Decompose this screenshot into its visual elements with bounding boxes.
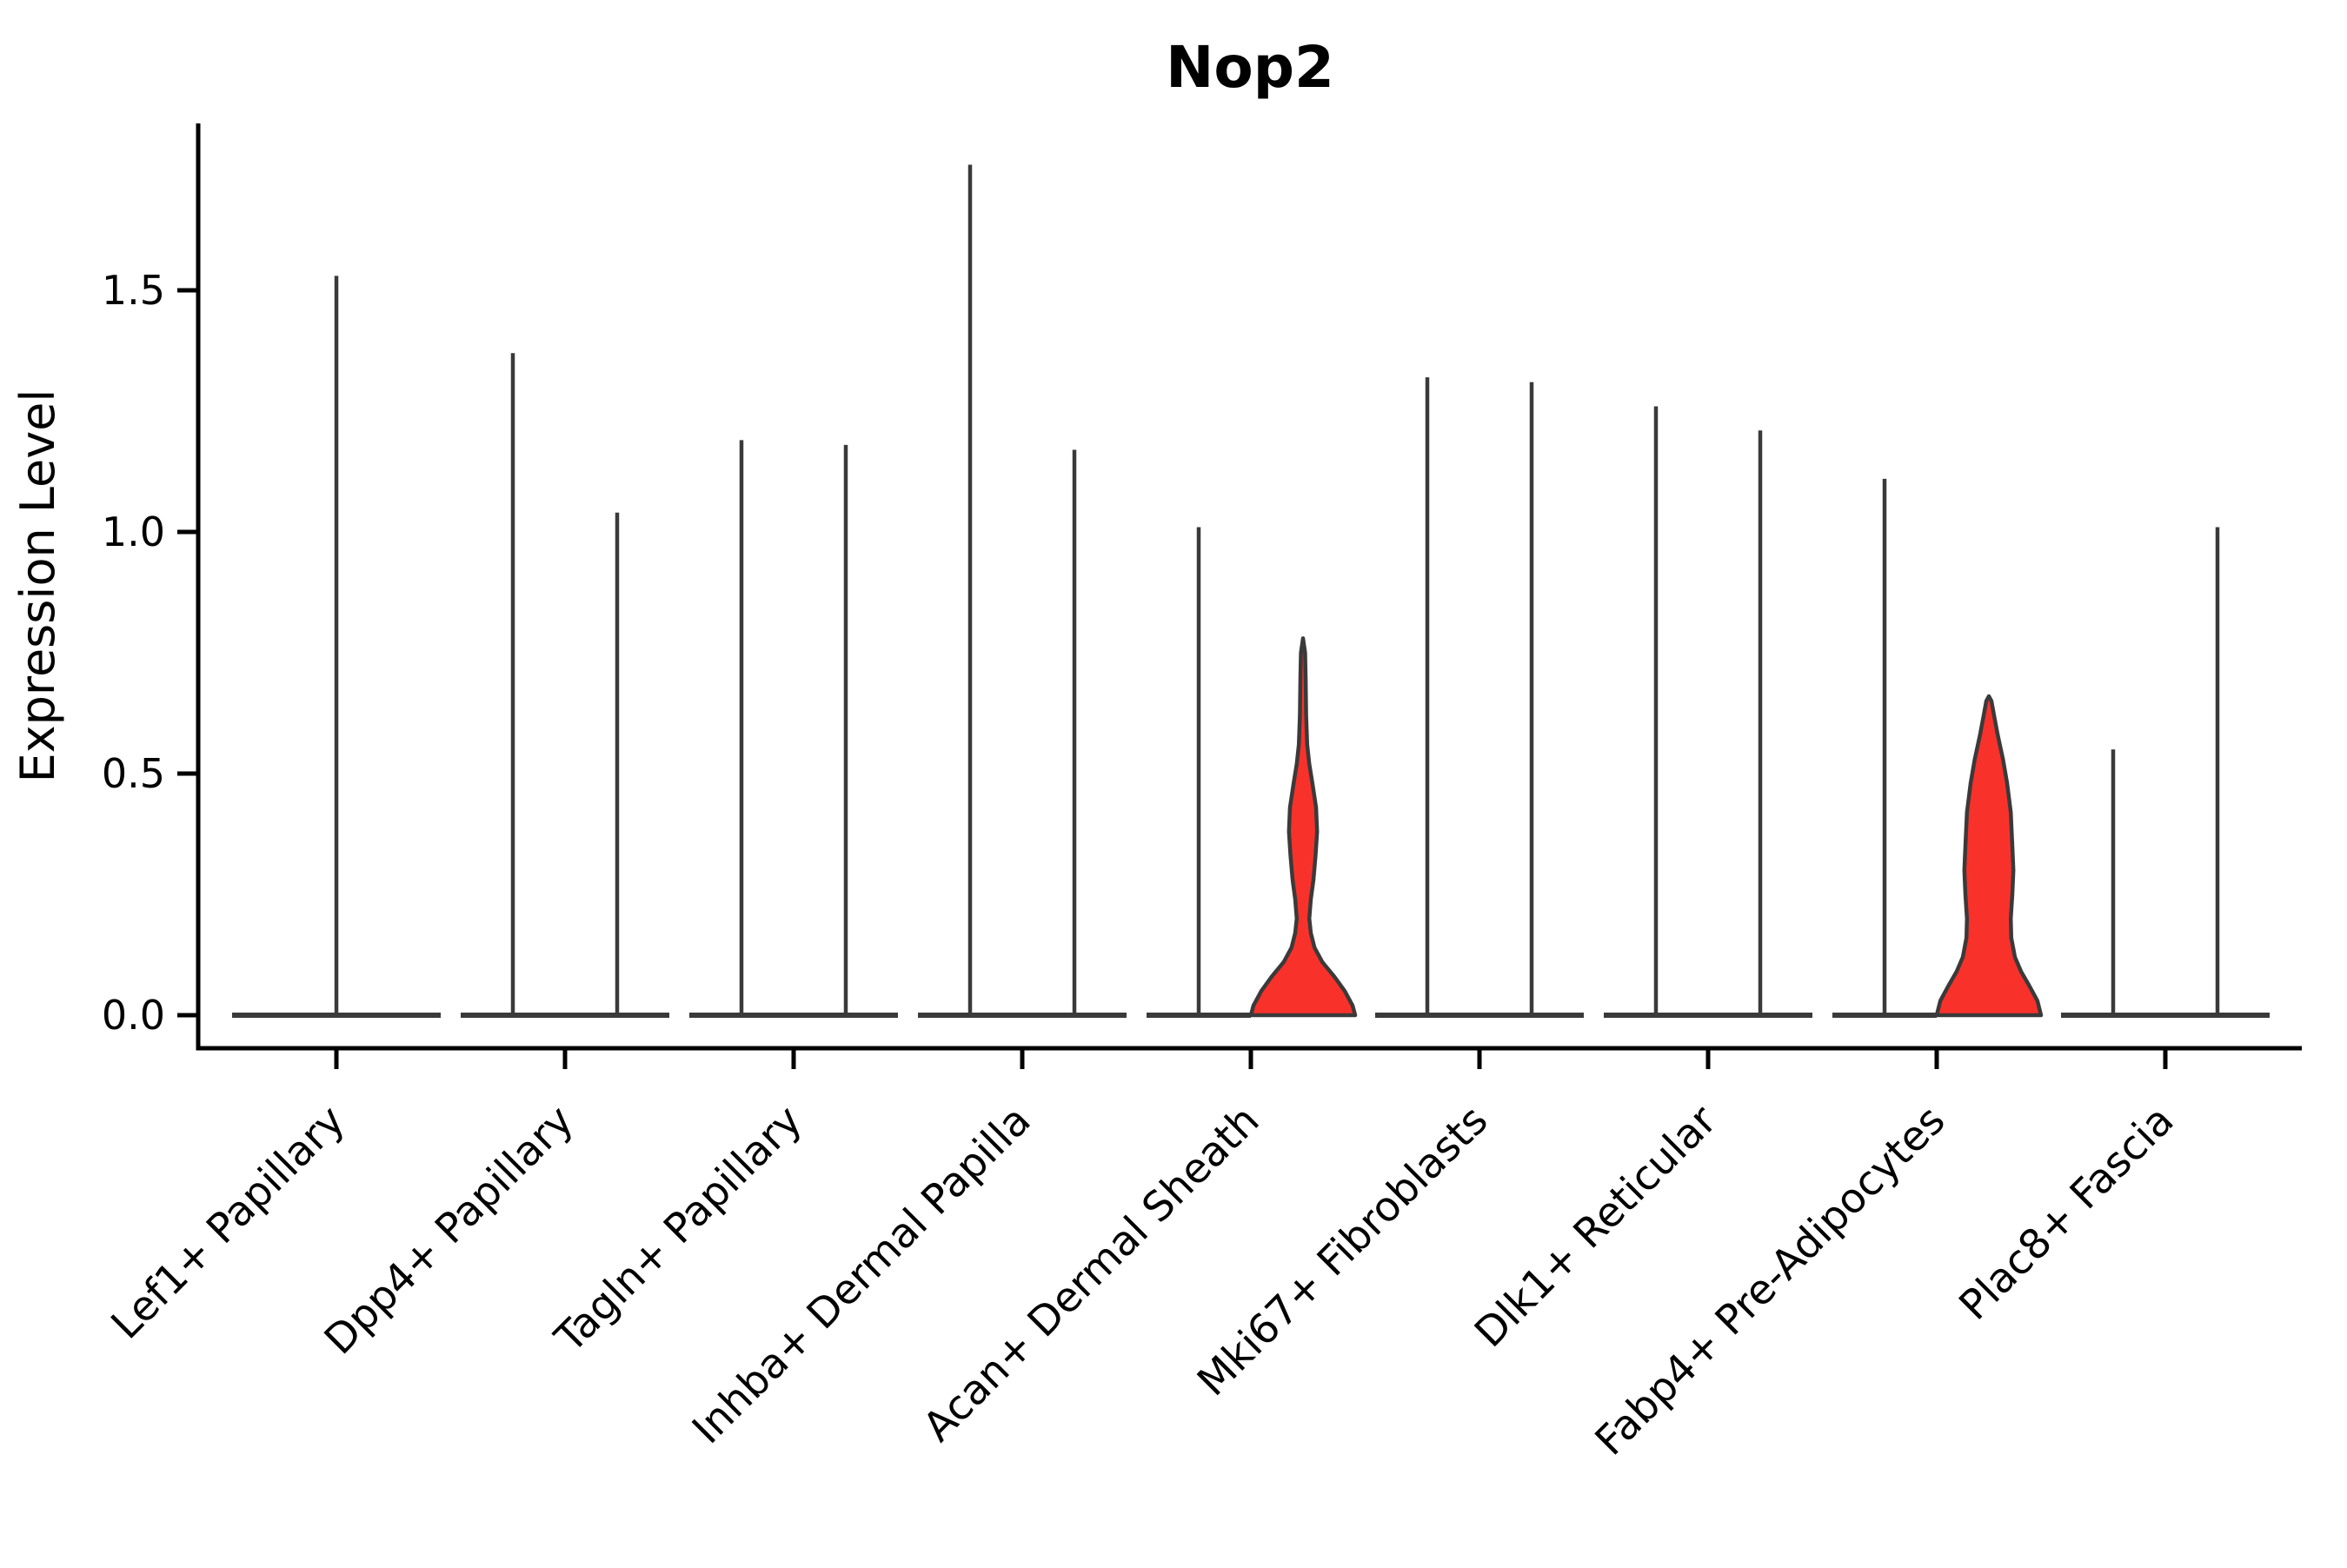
x-tick-label-dlk1-reticular: Dlk1+ Reticular <box>1466 1096 1726 1357</box>
violin-fabp4-pre-adipocytes-right <box>1934 694 2044 1018</box>
labels-layer: Nop2 Expression Level <box>10 34 1334 782</box>
chart-title: Nop2 <box>1166 34 1334 101</box>
violin-acan-dermal-sheath-right <box>1248 636 1358 1018</box>
x-tick-label-dpp4-papillary: Dpp4+ Papillary <box>316 1097 583 1365</box>
y-tick-label: 1.0 <box>102 508 165 555</box>
y-tick-label: 1.5 <box>102 267 165 314</box>
x-tick-label-plac8-fascia: Plac8+ Fascia <box>1951 1097 2184 1330</box>
violins-layer <box>232 164 2270 1018</box>
y-tick-label: 0.5 <box>102 750 165 797</box>
x-tick-label-tagln-papillary: Tagln+ Papillary <box>546 1097 812 1363</box>
x-tick-label-lef1-papillary: Lef1+ Papillary <box>103 1097 355 1349</box>
y-tick-label: 0.0 <box>102 992 165 1039</box>
y-axis-label: Expression Level <box>10 389 65 783</box>
